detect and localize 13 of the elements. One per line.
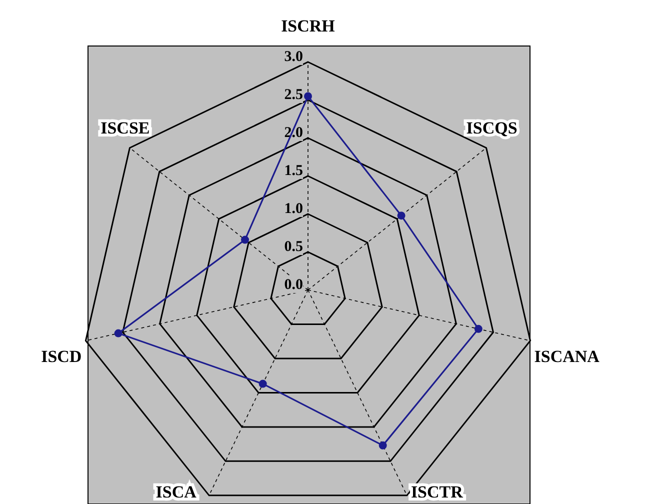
y-tick-label: 3.0 bbox=[284, 49, 303, 65]
spoke-label: ISCD bbox=[41, 347, 82, 366]
spoke-label: ISCSE bbox=[100, 118, 150, 138]
y-tick-label: 0.0 bbox=[284, 277, 303, 293]
spoke-label: ISCTR bbox=[410, 482, 464, 502]
y-tick-label: 1.5 bbox=[284, 163, 303, 179]
spoke-label: ISCRH bbox=[281, 16, 335, 36]
spoke-label: ISCA bbox=[156, 482, 198, 502]
y-tick-label: 2.5 bbox=[284, 87, 303, 103]
spoke-label: ISCANA bbox=[534, 347, 600, 366]
y-tick-label: 1.0 bbox=[284, 201, 303, 217]
y-tick-label: 0.5 bbox=[284, 239, 303, 255]
spoke-label: ISCQS bbox=[466, 118, 518, 138]
